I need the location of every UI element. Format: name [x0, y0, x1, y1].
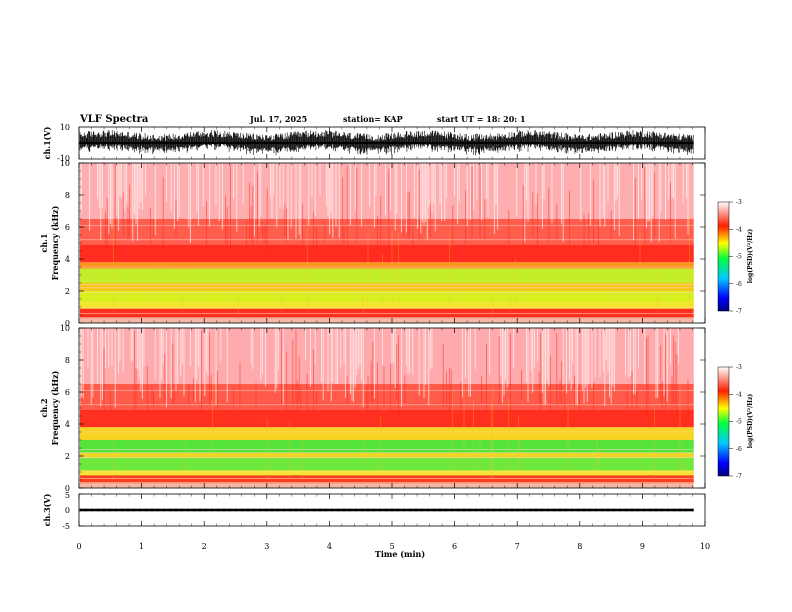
ch3-ytick-min: -5 — [62, 522, 70, 531]
time-tick-label-2: 2 — [202, 542, 207, 551]
ch2-colorbar-tick-label--6: -6 — [736, 446, 742, 453]
ch2-spectrogram-ylabel-channel: ch.2 — [39, 398, 49, 417]
time-tick-label-5: 5 — [389, 542, 394, 551]
spec1-yellow-streaks — [95, 214, 694, 315]
time-tick-label-0: 0 — [76, 542, 81, 551]
ch1-colorbar-tick-label--3: -3 — [736, 199, 742, 206]
spec2-band-0 — [80, 483, 694, 488]
ch1-spectrogram-image — [79, 163, 705, 323]
spec1-band-8 — [80, 219, 694, 245]
ch2-colorbar-gradient — [717, 366, 730, 477]
spec1-red-streaks — [105, 163, 671, 251]
ch1-ytick-min: -10 — [57, 154, 70, 163]
spec2-band-3 — [80, 457, 694, 471]
ch1-colorbar-gradient — [717, 201, 730, 312]
spec1-band-3 — [80, 291, 694, 303]
ch1-colorbar-label: log(PSD)(V²/Hz) — [747, 229, 754, 284]
ch1-spectrogram-ylabel-frequency: Frequency (kHz) — [50, 205, 60, 280]
time-tick-label-6: 6 — [452, 542, 457, 551]
ch1-ytick-max: 10 — [60, 123, 70, 132]
spec1-band-9 — [80, 163, 694, 219]
ch1-colorbar-ticks: -3 -4 -5 -6 -7 — [729, 199, 742, 315]
spec2-ytick-label-6: 6 — [65, 388, 70, 397]
time-tick-label-4: 4 — [327, 542, 332, 551]
spec1-band-6 — [80, 262, 694, 269]
spec1-ytick-label-4: 4 — [65, 255, 70, 264]
ch1-spectrogram-ylabel-channel: ch.1 — [39, 233, 49, 252]
spec1-ytick-label-2: 2 — [65, 287, 70, 296]
ch2-colorbar: -3 -4 -5 -6 -7 log(PSD)(V²/Hz) — [717, 364, 754, 480]
ch2-colorbar-tick-label--7: -7 — [736, 473, 742, 480]
ch1-ylabel: ch.1(V) — [42, 126, 52, 159]
spec1-band-4 — [80, 283, 694, 291]
spec1-band-0 — [80, 318, 694, 323]
ch2-colorbar-label: log(PSD)(V²/Hz) — [747, 394, 754, 449]
ch1-colorbar-tick-label--4: -4 — [736, 226, 742, 233]
ch2-colorbar-tick-label--5: -5 — [736, 419, 742, 426]
spec2-yellow-streaks — [113, 380, 684, 480]
ch3-waveform-line — [79, 493, 694, 527]
ch2-colorbar-ticks: -3 -4 -5 -6 -7 — [729, 364, 742, 480]
spec2-band-7 — [80, 409, 694, 428]
spec1-ytick-label-6: 6 — [65, 223, 70, 232]
ch2-colorbar-tick-label--3: -3 — [736, 364, 742, 371]
time-tick-label-8: 8 — [577, 542, 582, 551]
ch1-colorbar-tick-label--7: -7 — [736, 308, 742, 315]
ch1-waveform-line — [79, 130, 694, 156]
spec2-red-streaks — [103, 329, 689, 416]
ch1-spectrogram-yticks: 0 2 4 6 8 10 — [60, 159, 705, 328]
spec2-white-streaks — [79, 328, 679, 408]
ch1-colorbar-tick-label--6: -6 — [736, 281, 742, 288]
spec2-band-8 — [80, 384, 694, 410]
spec1-ytick-label-0: 0 — [65, 319, 70, 328]
spec2-ytick-label-2: 2 — [65, 452, 70, 461]
station-label: station= KAP — [343, 114, 403, 124]
date-label: Jul. 17, 2025 — [249, 114, 307, 124]
spec2-band-9 — [80, 328, 694, 384]
spec1-band-7 — [80, 244, 694, 263]
ch2-spectrogram-yticks: 0 2 4 6 8 10 — [60, 324, 705, 493]
ch3-ytick-zero: 0 — [65, 506, 70, 515]
ch2-colorbar-tick-label--4: -4 — [736, 391, 742, 398]
ch1-colorbar: -3 -4 -5 -6 -7 log(PSD)(V²/Hz) — [717, 199, 754, 315]
spec1-white-streaks — [79, 163, 689, 243]
time-axis-label: Time (min) — [375, 549, 425, 559]
ch3-ytick-max: 5 — [65, 491, 70, 500]
time-tick-label-1: 1 — [139, 542, 144, 551]
spec2-ytick-label-8: 8 — [65, 356, 70, 365]
spec2-band-4 — [80, 452, 694, 458]
spec1-band-5 — [80, 268, 694, 283]
ch3-waveform-trace — [80, 508, 694, 512]
spec2-ytick-label-4: 4 — [65, 420, 70, 429]
figure-title: VLF Spectra — [79, 114, 149, 125]
ch1-colorbar-tick-label--5: -5 — [736, 254, 742, 261]
spec2-band-5 — [80, 440, 694, 453]
ch2-spectrogram-ylabel-frequency: Frequency (kHz) — [50, 370, 60, 445]
time-tick-label-9: 9 — [640, 542, 645, 551]
time-axis-tick-labels: 0 1 2 3 4 5 6 7 8 9 10 — [76, 542, 710, 551]
ch2-spectrogram-panel: 0 2 4 6 8 10 ch.2 Frequency (kHz) — [39, 324, 706, 493]
spec2-ytick-label-0: 0 — [65, 484, 70, 493]
time-tick-label-7: 7 — [515, 542, 520, 551]
spec1-ytick-label-8: 8 — [65, 191, 70, 200]
time-tick-label-3: 3 — [264, 542, 269, 551]
spec1-ytick-label-10: 10 — [60, 159, 70, 168]
spec1-band-2 — [80, 302, 694, 309]
spec2-band-2 — [80, 470, 694, 476]
ch2-spectrogram-image — [79, 328, 705, 488]
ch1-spectrogram-panel: 0 2 4 6 8 10 ch.1 Frequency (kHz) — [39, 159, 706, 328]
start-time-label: start UT = 18: 20: 1 — [437, 114, 526, 124]
ch3-ylabel: ch.3(V) — [42, 493, 52, 526]
spec2-ytick-label-10: 10 — [60, 324, 70, 333]
time-tick-label-10: 10 — [700, 542, 710, 551]
time-axis-ticks — [78, 127, 706, 526]
spec2-band-1 — [80, 475, 694, 484]
spec2-band-6 — [80, 427, 694, 440]
